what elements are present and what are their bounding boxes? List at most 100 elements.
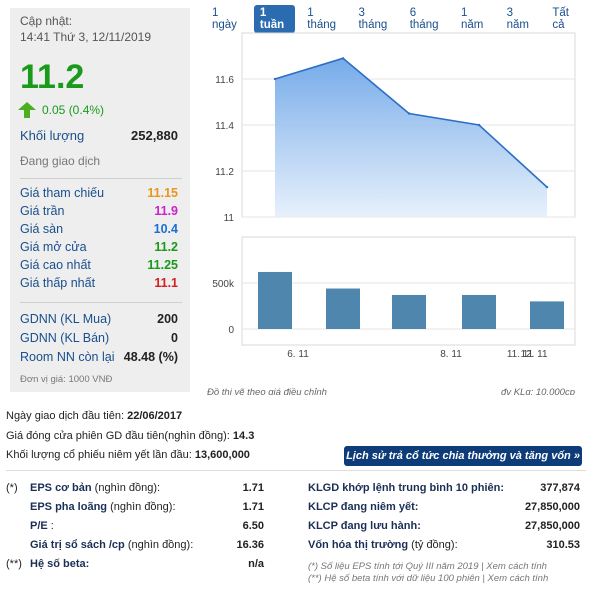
info-label: Ngày giao dịch đầu tiên: bbox=[6, 410, 125, 422]
price-value: 11.1 bbox=[154, 276, 178, 290]
volume-bar bbox=[530, 301, 564, 329]
metric-row: KLCP đang lưu hành: 27,850,000 bbox=[308, 520, 580, 532]
volume-bar bbox=[326, 288, 360, 329]
chart-note-right: đv KLg: 10,000cp bbox=[501, 387, 575, 395]
foreign-row: GDNN (KL Bán) 0 bbox=[20, 331, 178, 345]
price-row: Giá sàn 10.4 bbox=[20, 222, 178, 236]
metric-label: Hệ số beta: bbox=[30, 558, 90, 570]
metric-label-rest: (nghìn đồng): bbox=[124, 539, 194, 551]
foreign-label: GDNN (KL Bán) bbox=[20, 331, 110, 345]
metric-row: P/E : 6.50 bbox=[6, 520, 264, 532]
divider bbox=[20, 302, 182, 303]
price-point bbox=[477, 123, 481, 127]
metric-label: Giá trị sổ sách /cp bbox=[30, 539, 125, 551]
update-label: Cập nhật: bbox=[20, 14, 73, 28]
volume-tick-label: 500k bbox=[212, 279, 235, 290]
date-tick-label: 11. 11 bbox=[507, 349, 534, 360]
stock-summary-panel: Cập nhật: 14:41 Thứ 3, 12/11/2019 11.2 0… bbox=[10, 8, 190, 392]
price-row: Giá trần 11.9 bbox=[20, 204, 178, 218]
tab-period[interactable]: 3 tháng bbox=[358, 7, 388, 31]
metric-prefix: (*) bbox=[6, 482, 18, 494]
foreign-row: Room NN còn lại 48.48 (%) bbox=[20, 350, 178, 364]
metric-value: 16.36 bbox=[236, 539, 264, 551]
volume-tick-label: 0 bbox=[228, 325, 234, 336]
price-label: Giá tham chiếu bbox=[20, 186, 105, 200]
info-label: Giá đóng cửa phiên GD đầu tiên(nghìn đồn… bbox=[6, 430, 230, 442]
info-value: 13,600,000 bbox=[194, 449, 250, 461]
chart-note-left: Đồ thị vẽ theo giá điều chỉnh bbox=[207, 387, 327, 395]
update-time: 14:41 Thứ 3, 12/11/2019 bbox=[20, 30, 152, 44]
metric-label-rest: (nghìn đồng): bbox=[107, 501, 176, 513]
date-tick-label: 12. 11 bbox=[520, 349, 547, 360]
up-arrow-icon bbox=[18, 102, 36, 118]
foreign-row: GDNN (KL Mua) 200 bbox=[20, 312, 178, 326]
price-change-text: 0.05 (0.4%) bbox=[42, 103, 105, 117]
price-label: Giá sàn bbox=[20, 222, 64, 236]
info-value: 22/06/2017 bbox=[127, 410, 183, 422]
tab-period[interactable]: 3 năm bbox=[506, 7, 530, 31]
volume-plot-border bbox=[241, 236, 576, 346]
period-tabs: 1 ngày 1 tuần 1 tháng 3 tháng 6 tháng 1 năm 3 … bbox=[206, 5, 592, 33]
metric-label-rest: (tỷ đồng): bbox=[408, 539, 458, 551]
metric-prefix: (**) bbox=[6, 558, 22, 570]
tab-period[interactable]: 1 ngày bbox=[212, 7, 237, 31]
price-point bbox=[407, 112, 411, 115]
price-row: Giá mở cửa 11.2 bbox=[20, 240, 178, 254]
foreign-value: 200 bbox=[157, 312, 178, 326]
volume-row: Khối lượng 252,880 bbox=[20, 128, 178, 143]
info-first-trade: Ngày giao dịch đầu tiên: 22/06/2017 bbox=[6, 410, 182, 422]
foreign-label: GDNN (KL Mua) bbox=[20, 312, 112, 326]
price-tick-label: 11.4 bbox=[215, 121, 234, 132]
metric-label: KLGD khớp lệnh trung bình 10 phiên: bbox=[308, 482, 505, 494]
footnote-beta: (**) Hệ số beta tính với dữ liệu 100 phi… bbox=[308, 573, 549, 584]
metric-value: 27,850,000 bbox=[524, 501, 580, 513]
info-first-volume: Khối lượng cổ phiếu niêm yết lần đầu: 13… bbox=[6, 449, 250, 461]
trading-status: Đang giao dịch bbox=[20, 154, 101, 168]
metric-label: EPS cơ bản bbox=[30, 482, 92, 494]
metric-row: KLCP đang niêm yết: 27,850,000 bbox=[308, 501, 580, 513]
price-label: Giá mở cửa bbox=[20, 240, 87, 254]
volume-bar bbox=[462, 294, 496, 329]
price-label: Giá trần bbox=[20, 204, 65, 218]
price-area bbox=[275, 58, 547, 217]
metric-row: EPS pha loãng (nghìn đồng): 1.71 bbox=[6, 501, 264, 513]
volume-bar bbox=[392, 294, 426, 329]
tab-period[interactable]: 1 tháng bbox=[307, 7, 337, 31]
price-value: 11.15 bbox=[147, 186, 178, 200]
price-point bbox=[341, 57, 345, 60]
unit-note: Đơn vị giá: 1000 VNĐ bbox=[20, 374, 113, 385]
price-label: Giá cao nhất bbox=[20, 258, 91, 272]
foreign-value: 0 bbox=[171, 331, 178, 345]
metric-label: Vốn hóa thị trường bbox=[308, 539, 409, 551]
price-tick-label: 11.2 bbox=[215, 167, 234, 178]
date-tick-label: 8. 11 bbox=[440, 349, 462, 360]
tab-period[interactable]: 1 năm bbox=[460, 7, 484, 31]
price-point bbox=[273, 77, 277, 81]
divider bbox=[20, 178, 182, 179]
tab-period[interactable]: Tất cả bbox=[552, 7, 569, 31]
price-label: Giá thấp nhất bbox=[20, 276, 96, 290]
tab-period[interactable]: 1 tuần bbox=[253, 5, 296, 33]
metric-row: (**) Hệ số beta: n/a bbox=[6, 558, 264, 570]
price-value: 11.2 bbox=[154, 240, 178, 254]
info-label: Khối lượng cổ phiếu niêm yết lần đầu: bbox=[6, 449, 192, 461]
metric-label-rest: (nghìn đồng): bbox=[91, 482, 161, 494]
volume-bar bbox=[258, 271, 292, 329]
metric-value: 27,850,000 bbox=[524, 520, 580, 532]
volume-value: 252,880 bbox=[131, 128, 178, 143]
price-value: 10.4 bbox=[153, 222, 178, 236]
price-tick-label: 11.6 bbox=[215, 75, 234, 86]
tab-period[interactable]: 6 tháng bbox=[409, 7, 439, 31]
metric-row: KLGD khớp lệnh trung bình 10 phiên: 377,8… bbox=[308, 482, 580, 494]
metric-row: Giá trị sổ sách /cp (nghìn đồng): 16.36 bbox=[6, 539, 264, 551]
price-value: 11.9 bbox=[154, 204, 178, 218]
price-tick-label: 11 bbox=[224, 213, 235, 224]
foreign-label: Room NN còn lại bbox=[20, 350, 115, 364]
dividend-history-button[interactable]: Lịch sử trả cổ tức chia thưởng và tăng v… bbox=[344, 446, 582, 466]
metric-label: P/E bbox=[30, 520, 48, 532]
metric-value: 1.71 bbox=[242, 482, 264, 494]
price-row: Giá tham chiếu 11.15 bbox=[20, 186, 178, 200]
price-value: 11.25 bbox=[147, 258, 178, 272]
metric-value: 377,874 bbox=[540, 482, 580, 494]
